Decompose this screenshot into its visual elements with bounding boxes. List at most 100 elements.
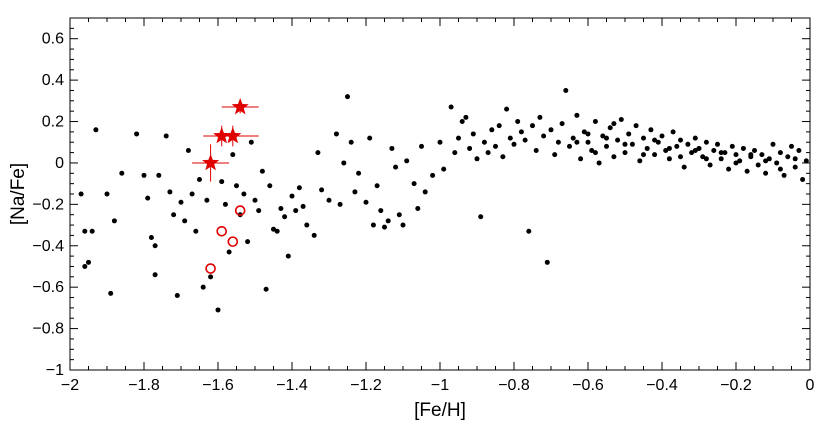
data-point — [333, 131, 339, 137]
data-point — [382, 224, 387, 230]
data-point — [415, 205, 421, 211]
data-point — [726, 166, 732, 172]
data-point — [370, 222, 376, 228]
x-tick-label: −1.2 — [350, 377, 382, 394]
data-point — [282, 214, 288, 220]
data-point — [104, 191, 110, 197]
data-point — [648, 127, 654, 133]
x-tick-label: −0.2 — [720, 377, 752, 394]
data-point — [670, 129, 676, 135]
data-point — [600, 133, 606, 139]
star-marker — [224, 127, 242, 144]
data-point — [511, 141, 517, 147]
star-marker — [231, 98, 249, 115]
data-point — [729, 143, 735, 149]
data-point — [441, 166, 447, 172]
data-point — [352, 189, 358, 195]
data-point — [733, 152, 739, 158]
y-tick-label: −1 — [46, 362, 64, 379]
data-point — [182, 218, 188, 224]
data-point — [733, 160, 739, 166]
data-point — [707, 162, 713, 168]
data-point — [544, 259, 550, 265]
data-point — [82, 263, 88, 269]
data-point — [345, 94, 350, 100]
data-point — [389, 145, 395, 151]
data-point — [589, 148, 595, 154]
data-point — [611, 154, 617, 160]
y-tick-label: −0.2 — [32, 196, 64, 213]
y-tick-label: −0.8 — [32, 321, 64, 338]
data-point — [197, 177, 202, 183]
data-point — [592, 119, 598, 125]
data-point — [500, 154, 506, 160]
open-circle-marker — [205, 263, 216, 274]
data-point — [463, 114, 469, 120]
data-point — [718, 150, 724, 156]
data-point — [700, 154, 706, 160]
data-point — [419, 143, 424, 149]
data-point — [574, 112, 580, 118]
data-point — [737, 158, 743, 164]
data-point — [559, 121, 565, 127]
data-point — [193, 228, 199, 234]
y-tick-label: 0 — [55, 155, 64, 172]
axis-ticks — [69, 17, 811, 371]
data-point — [208, 274, 214, 280]
data-point — [763, 170, 769, 176]
data-point — [296, 185, 302, 191]
data-point — [200, 284, 206, 290]
data-point — [785, 154, 791, 160]
data-point — [108, 290, 114, 296]
data-point — [552, 152, 558, 158]
data-point — [685, 141, 691, 147]
data-point — [204, 197, 210, 203]
y-tick-label: 0.6 — [42, 31, 64, 48]
data-point — [674, 143, 680, 149]
data-point — [796, 148, 802, 154]
data-point — [641, 135, 646, 141]
data-point — [504, 106, 510, 112]
data-point — [629, 141, 635, 147]
data-point — [156, 172, 162, 178]
data-point — [267, 183, 273, 189]
data-point — [148, 234, 154, 240]
data-point — [185, 148, 191, 154]
data-point — [385, 218, 391, 224]
data-point — [507, 135, 513, 141]
data-point — [759, 152, 765, 158]
data-point — [285, 253, 291, 259]
data-point — [578, 156, 584, 162]
x-tick-label: −1.4 — [276, 377, 308, 394]
data-point — [245, 239, 251, 245]
data-point — [163, 133, 169, 139]
data-point — [374, 183, 380, 189]
data-point — [315, 150, 321, 156]
star-marker — [202, 153, 220, 171]
y-tick-label: −0.4 — [32, 238, 64, 255]
data-point — [86, 259, 91, 265]
data-point — [604, 135, 609, 141]
y-axis-title: [Na/Fe] — [8, 163, 29, 225]
data-point — [770, 141, 776, 147]
data-point — [530, 123, 535, 129]
data-point — [641, 152, 646, 158]
data-point — [467, 145, 473, 151]
plot-frame — [69, 17, 811, 371]
data-point — [748, 152, 754, 158]
data-point — [259, 168, 265, 174]
data-point — [533, 148, 539, 154]
data-point — [526, 228, 532, 234]
data-point — [722, 150, 728, 156]
data-point — [278, 205, 284, 211]
x-tick-label: −0.4 — [646, 377, 678, 394]
data-point — [718, 156, 724, 162]
data-point — [522, 137, 528, 143]
data-point — [574, 139, 580, 145]
data-point — [248, 139, 254, 145]
data-point — [411, 181, 417, 187]
data-point — [241, 191, 247, 197]
data-point — [452, 150, 458, 156]
data-point — [348, 139, 354, 145]
data-point — [789, 143, 794, 149]
